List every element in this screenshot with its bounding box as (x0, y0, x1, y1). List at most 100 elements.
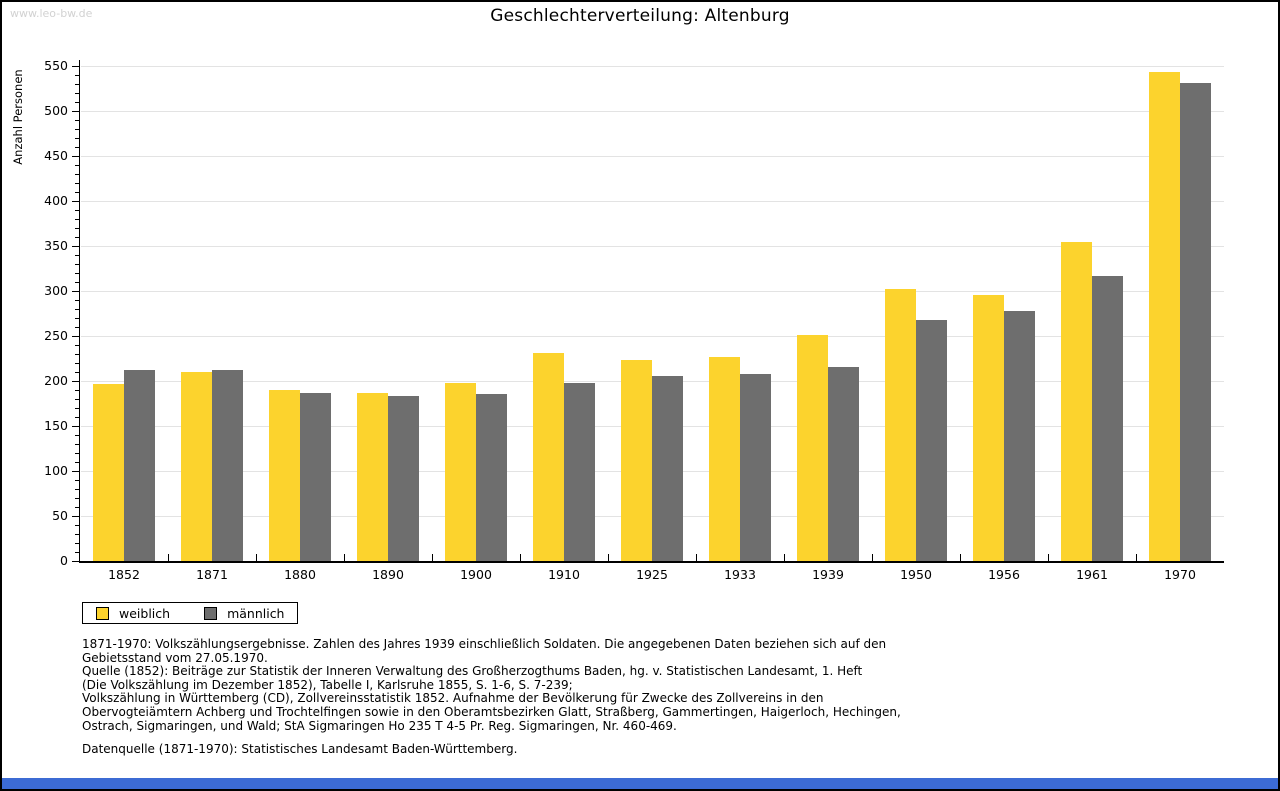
bar-weiblich-1910 (533, 353, 564, 561)
bar-männlich-1925 (652, 376, 683, 561)
y-minor-tick (75, 507, 80, 508)
gridline (81, 156, 1224, 157)
gridline (81, 201, 1224, 202)
gridline (81, 246, 1224, 247)
y-minor-tick (75, 480, 80, 481)
x-tick-label-1900: 1900 (460, 567, 492, 582)
y-minor-tick (75, 345, 80, 346)
bar-weiblich-1933 (709, 357, 740, 561)
bar-weiblich-1970 (1149, 72, 1180, 561)
source-note-line: (Die Volkszählung im Dezember 1852), Tab… (82, 677, 573, 692)
x-tick (520, 554, 521, 561)
y-minor-tick (75, 174, 80, 175)
legend-swatch-männlich (204, 606, 218, 620)
bar-männlich-1933 (740, 374, 771, 561)
y-minor-tick (75, 228, 80, 229)
bar-weiblich-1956 (973, 295, 1004, 561)
bar-weiblich-1961 (1061, 242, 1092, 561)
y-major-tick (72, 471, 80, 472)
y-major-tick (72, 156, 80, 157)
x-tick-label-1939: 1939 (812, 567, 844, 582)
y-major-tick (72, 426, 80, 427)
legend-label-männlich: männlich (227, 605, 285, 621)
bar-weiblich-1871 (181, 372, 212, 561)
y-minor-tick (75, 219, 80, 220)
legend-item-männlich: männlich (204, 606, 284, 621)
source-note-line: Gebietsstand vom 27.05.1970. (82, 650, 268, 665)
y-tick-label: 150 (44, 418, 68, 433)
y-minor-tick (75, 354, 80, 355)
x-tick (960, 554, 961, 561)
y-minor-tick (75, 120, 80, 121)
y-minor-tick (75, 147, 80, 148)
y-minor-tick (75, 453, 80, 454)
bar-weiblich-1852 (93, 384, 124, 561)
source-notes-lines: 1871-1970: Volkszählungsergebnisse. Zahl… (82, 637, 901, 733)
bottom-blue-bar (2, 778, 1278, 789)
y-minor-tick (75, 543, 80, 544)
y-minor-tick (75, 237, 80, 238)
x-tick (256, 554, 257, 561)
x-tick (696, 554, 697, 561)
y-major-tick (72, 66, 80, 67)
y-minor-tick (75, 138, 80, 139)
y-minor-tick (75, 75, 80, 76)
y-minor-tick (75, 318, 80, 319)
y-tick-label: 550 (44, 58, 68, 73)
y-minor-tick (75, 363, 80, 364)
y-minor-tick (75, 525, 80, 526)
y-tick-label: 400 (44, 193, 68, 208)
y-minor-tick (75, 444, 80, 445)
bar-männlich-1871 (212, 370, 243, 561)
y-tick-label: 250 (44, 328, 68, 343)
bar-chart-plot-area: 0 50 100 150 200 250 300 350 400 450 500 550 1852 187… (2, 2, 1278, 602)
y-tick-label: 0 (60, 553, 68, 568)
bar-weiblich-1925 (621, 360, 652, 561)
y-minor-tick (75, 300, 80, 301)
x-tick (872, 554, 873, 561)
y-minor-tick (75, 327, 80, 328)
y-minor-tick (75, 498, 80, 499)
y-axis-line (79, 60, 80, 563)
x-tick-label-1871: 1871 (196, 567, 228, 582)
chart-legend: weiblich männlich (82, 602, 299, 624)
y-tick-label: 200 (44, 373, 68, 388)
bar-männlich-1890 (388, 396, 419, 561)
y-major-tick (72, 201, 80, 202)
y-minor-tick (75, 210, 80, 211)
source-note-line: 1871-1970: Volkszählungsergebnisse. Zahl… (82, 637, 887, 651)
bar-männlich-1880 (300, 393, 331, 561)
x-tick-label-1925: 1925 (636, 567, 668, 582)
bar-männlich-1961 (1092, 276, 1123, 561)
y-minor-tick (75, 192, 80, 193)
y-major-tick (72, 381, 80, 382)
x-tick (344, 554, 345, 561)
x-tick-label-1970: 1970 (1164, 567, 1196, 582)
x-tick-label-1880: 1880 (284, 567, 316, 582)
y-major-tick (72, 246, 80, 247)
y-minor-tick (75, 273, 80, 274)
y-minor-tick (75, 102, 80, 103)
y-major-tick (72, 336, 80, 337)
y-minor-tick (75, 282, 80, 283)
y-minor-tick (75, 462, 80, 463)
y-minor-tick (75, 183, 80, 184)
y-minor-tick (75, 408, 80, 409)
y-minor-tick (75, 417, 80, 418)
x-tick-label-1956: 1956 (988, 567, 1020, 582)
legend-label-weiblich: weiblich (119, 605, 171, 621)
x-axis-line (79, 561, 1224, 563)
y-tick-label: 300 (44, 283, 68, 298)
y-minor-tick (75, 552, 80, 553)
gridline (81, 111, 1224, 112)
bar-männlich-1970 (1180, 83, 1211, 561)
x-tick-label-1933: 1933 (724, 567, 756, 582)
bar-männlich-1852 (124, 370, 155, 561)
y-minor-tick (75, 264, 80, 265)
y-tick-label: 100 (44, 463, 68, 478)
x-tick-label-1910: 1910 (548, 567, 580, 582)
bar-weiblich-1880 (269, 390, 300, 561)
y-minor-tick (75, 255, 80, 256)
gridline (81, 66, 1224, 67)
